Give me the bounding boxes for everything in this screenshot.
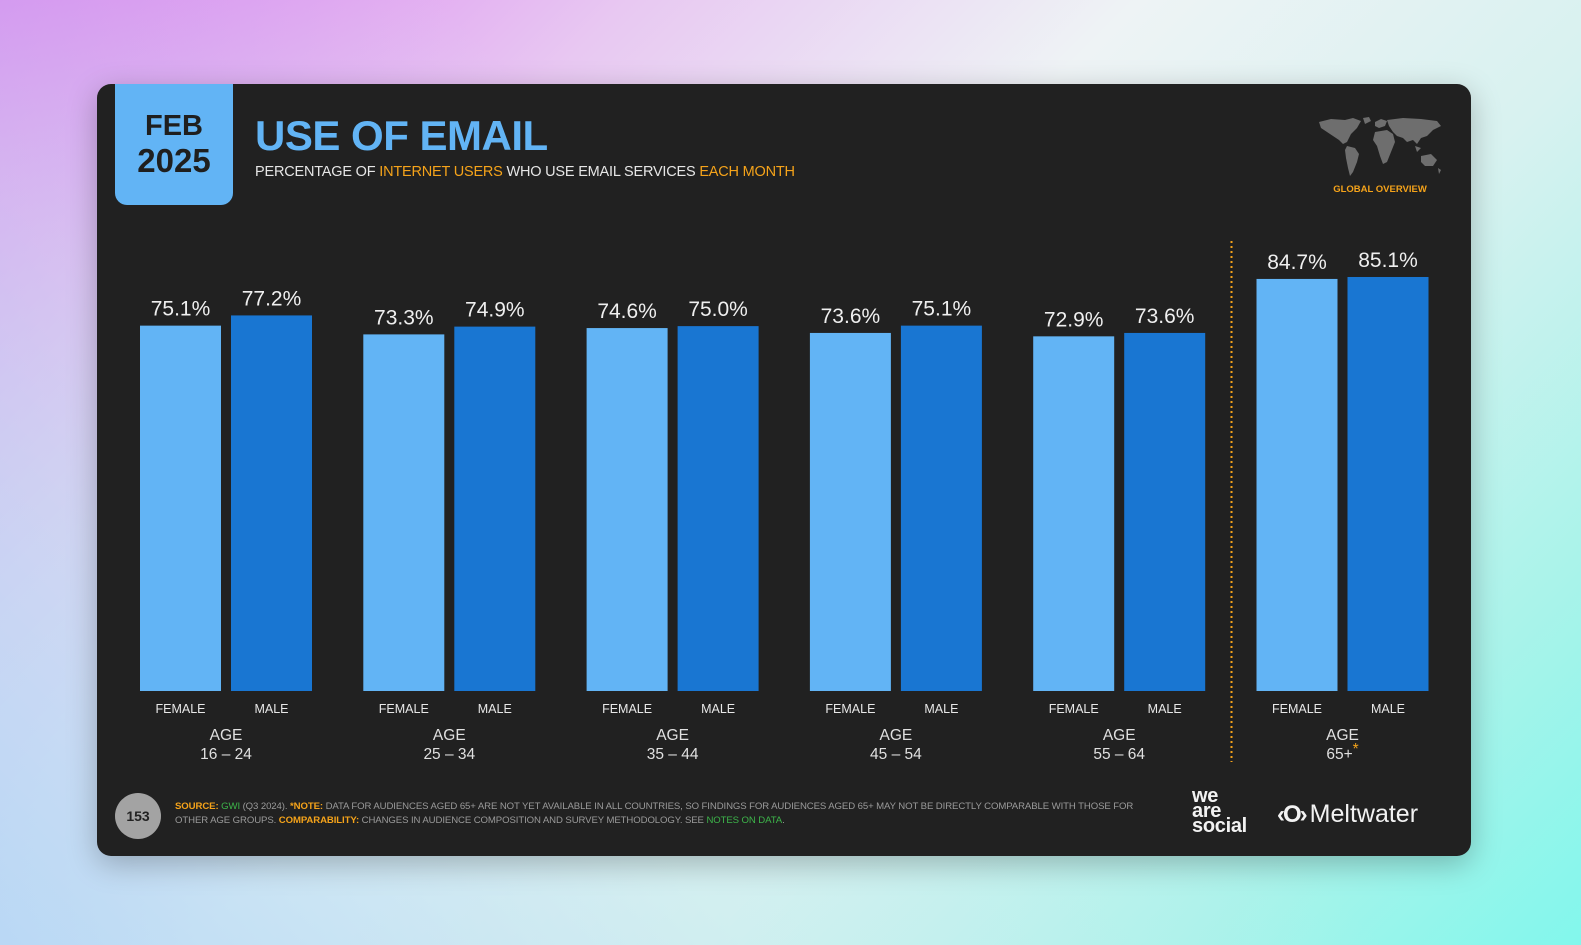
source-link[interactable]: GWI (221, 801, 241, 812)
category-label: 25 – 34 (423, 746, 475, 763)
category-label: 65+* (1326, 741, 1358, 763)
bar-female (586, 328, 668, 691)
date-badge: FEB 2025 (115, 84, 233, 205)
category-label-prefix: AGE (1326, 727, 1359, 744)
we-are-social-logo: we are social (1192, 785, 1247, 837)
bar-chart: 75.1% FEMALE 77.2% MALE AGE 16 – 24 73.3% FEMAL… (140, 241, 1429, 763)
data-label: 73.6% (1135, 305, 1195, 328)
note-label: *NOTE: (290, 801, 323, 812)
series-tick-label: FEMALE (1272, 702, 1322, 716)
data-label: 75.1% (151, 298, 211, 321)
category-label-prefix: AGE (880, 727, 913, 744)
page-title: USE OF EMAIL (255, 112, 548, 159)
series-tick-label: FEMALE (602, 702, 652, 716)
footnote: SOURCE: GWI (Q3 2024). *NOTE: DATA FOR A… (175, 800, 1165, 828)
page-subtitle: PERCENTAGE OF INTERNET USERS WHO USE EMA… (255, 164, 795, 180)
logo-line: social (1192, 815, 1247, 837)
date-month: FEB (145, 110, 203, 142)
series-tick-label: FEMALE (379, 702, 429, 716)
comparability-text: CHANGES IN AUDIENCE COMPOSITION AND SURV… (359, 815, 707, 826)
bar-female (140, 325, 221, 691)
data-label: 85.1% (1358, 249, 1418, 272)
category-label-prefix: AGE (1103, 727, 1136, 744)
note-text: DATA FOR AUDIENCES AGED 65+ ARE NOT YET … (175, 801, 1134, 826)
logo-line: we (1192, 785, 1219, 807)
subtitle-part: PERCENTAGE OF (255, 164, 380, 180)
category-label: 16 – 24 (200, 746, 252, 763)
data-label: 75.0% (688, 298, 748, 321)
date-year: 2025 (137, 142, 211, 179)
series-tick-label: FEMALE (155, 702, 205, 716)
bar-female (1256, 278, 1338, 691)
source-detail: (Q3 2024). (240, 801, 291, 812)
global-overview-label: GLOBAL OVERVIEW (1333, 184, 1427, 195)
series-tick-label: FEMALE (825, 702, 875, 716)
bar-female (1033, 336, 1115, 691)
data-label: 73.6% (821, 305, 881, 328)
bar-female (363, 334, 445, 691)
category-label-prefix: AGE (656, 727, 689, 744)
notes-on-data-link[interactable]: NOTES ON DATA (706, 815, 783, 826)
meltwater-logo: ‹O› Meltwater (1277, 800, 1418, 829)
series-tick-label: MALE (478, 702, 512, 716)
data-label: 73.3% (374, 306, 434, 329)
bar-male (231, 315, 312, 691)
category-label-prefix: AGE (210, 727, 243, 744)
category-label: 45 – 54 (870, 746, 922, 763)
data-label: 84.7% (1267, 251, 1327, 274)
footnote-marker: * (1353, 741, 1359, 758)
series-tick-label: MALE (1148, 702, 1182, 716)
category-label: 55 – 64 (1093, 746, 1145, 763)
series-tick-label: MALE (701, 702, 735, 716)
world-map-icon (1319, 117, 1441, 176)
category-label: 35 – 44 (647, 746, 699, 763)
source-label: SOURCE: (175, 801, 219, 812)
bar-male (1124, 332, 1206, 691)
meltwater-mark-icon: ‹O› (1277, 800, 1308, 828)
bar-male (454, 326, 536, 691)
data-label: 74.6% (597, 300, 657, 323)
slide-card: FEB 2025 USE OF EMAIL PERCENTAGE OF INTE… (97, 84, 1471, 856)
bar-male (677, 326, 759, 691)
data-label: 74.9% (465, 299, 525, 322)
category-label-prefix: AGE (433, 727, 466, 744)
series-tick-label: FEMALE (1049, 702, 1099, 716)
series-tick-label: MALE (254, 702, 288, 716)
subtitle-highlight: EACH MONTH (699, 164, 795, 180)
data-label: 75.1% (912, 298, 972, 321)
bar-male (900, 325, 982, 691)
logo-line: are (1192, 800, 1222, 822)
series-tick-label: MALE (924, 702, 958, 716)
page-number: 153 (115, 793, 161, 839)
meltwater-wordmark: Meltwater (1309, 800, 1419, 828)
footnote-end: . (782, 815, 785, 826)
subtitle-highlight: INTERNET USERS (379, 164, 503, 180)
subtitle-part: WHO USE EMAIL SERVICES (502, 164, 700, 180)
data-label: 72.9% (1044, 308, 1104, 331)
comparability-label: COMPARABILITY: (278, 815, 360, 826)
bar-male (1347, 276, 1429, 691)
series-tick-label: MALE (1371, 702, 1405, 716)
data-label: 77.2% (242, 287, 302, 310)
bar-female (809, 332, 891, 691)
